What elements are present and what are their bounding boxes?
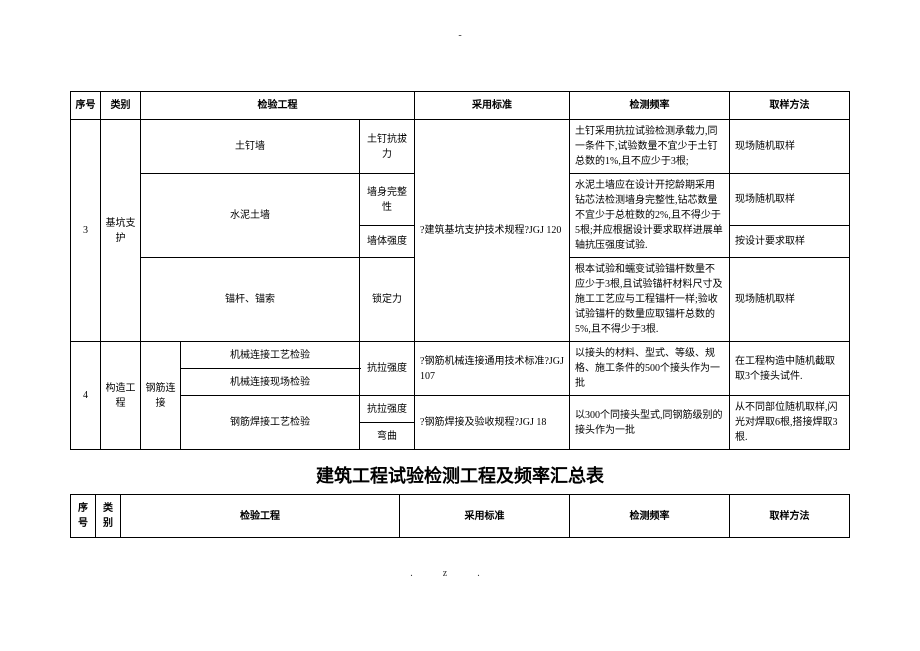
- main-table: 序号 类别 检验工程 采用标准 检测频率 取样方法 3 基坑支护 土钉墙 土钉抗…: [70, 91, 850, 450]
- cell-method: 在工程构造中随机截取取3个接头试件.: [730, 342, 850, 396]
- cell-standard: ?钢筋焊接及验收规程?JGJ 18: [415, 396, 570, 450]
- cell-method: 按设计要求取样: [730, 226, 850, 258]
- header-frequency: 检测频率: [570, 495, 730, 538]
- header-seq: 序号: [71, 495, 96, 538]
- cell-seq: 4: [71, 342, 101, 450]
- cell-method: 现场随机取样: [730, 258, 850, 342]
- header-project: 检验工程: [121, 495, 400, 538]
- header-method: 取样方法: [730, 92, 850, 120]
- cell-standard: ?钢筋机械连接通用技术标准?JGJ 107: [415, 342, 570, 396]
- header-standard: 采用标准: [415, 92, 570, 120]
- cell-item: 墙体强度: [360, 226, 415, 258]
- header-standard: 采用标准: [400, 495, 570, 538]
- table-row: 4 构造工程 钢筋连接 机械连接工艺检验 抗拉强度 ?钢筋机械连接通用技术标准?…: [71, 342, 850, 369]
- cell-freq: 根本试验和蠕变试验锚杆数量不应少于3根,且试验锚杆材料尺寸及施工工艺应与工程锚杆…: [570, 258, 730, 342]
- cell-proj2: 机械连接现场检验: [181, 369, 360, 396]
- cell-seq: 3: [71, 120, 101, 342]
- cell-item: 抗拉强度: [360, 342, 415, 396]
- cell-standard: ?建筑基坑支护技术规程?JGJ 120: [415, 120, 570, 342]
- cell-freq: 水泥土墙应在设计开挖龄期采用钻芯法检测墙身完整性,钻芯数量不宜少于总桩数的2%,…: [570, 174, 730, 258]
- cell-proj1: 钢筋连接: [141, 342, 181, 450]
- cell-item: 锁定力: [360, 258, 415, 342]
- header-seq: 序号: [71, 92, 101, 120]
- cell-item: 抗拉强度: [360, 396, 415, 423]
- table-header-row: 序号 类别 检验工程 采用标准 检测频率 取样方法: [71, 495, 850, 538]
- cell-category: 构造工程: [101, 342, 141, 450]
- header-category: 类别: [101, 92, 141, 120]
- header-frequency: 检测频率: [570, 92, 730, 120]
- cell-proj2: 钢筋焊接工艺检验: [181, 396, 360, 450]
- table-row: 3 基坑支护 土钉墙 土钉抗拔力 ?建筑基坑支护技术规程?JGJ 120 土钉采…: [71, 120, 850, 174]
- cell-freq: 土钉采用抗拉试验检测承载力,同一条件下,试验数量不宜少于土钉总数的1%,且不应少…: [570, 120, 730, 174]
- table-header-row: 序号 类别 检验工程 采用标准 检测频率 取样方法: [71, 92, 850, 120]
- cell-proj: 土钉墙: [141, 120, 360, 174]
- cell-category: 基坑支护: [101, 120, 141, 342]
- table-row: 钢筋焊接工艺检验 抗拉强度 ?钢筋焊接及验收规程?JGJ 18 以300个同接头…: [71, 396, 850, 423]
- cell-item: 土钉抗拔力: [360, 120, 415, 174]
- cell-freq: 以300个同接头型式,同钢筋级别的接头作为一批: [570, 396, 730, 450]
- cell-method: 现场随机取样: [730, 120, 850, 174]
- cell-item: 墙身完整性: [360, 174, 415, 226]
- page-top-marker: -: [70, 30, 850, 41]
- cell-freq: 以接头的材料、型式、等级、规格、施工条件的500个接头作为一批: [570, 342, 730, 396]
- header-project: 检验工程: [141, 92, 415, 120]
- second-table: 序号 类别 检验工程 采用标准 检测频率 取样方法: [70, 494, 850, 538]
- cell-proj: 锚杆、锚索: [141, 258, 360, 342]
- cell-method: 从不同部位随机取样,闪光对焊取6根,搭接焊取3根.: [730, 396, 850, 450]
- cell-proj2: 机械连接工艺检验: [181, 342, 360, 369]
- cell-item: 弯曲: [360, 423, 415, 450]
- page-footer-marker: .z.: [70, 568, 850, 579]
- section-title: 建筑工程试验检测工程及频率汇总表: [70, 462, 850, 488]
- cell-method: 现场随机取样: [730, 174, 850, 226]
- header-method: 取样方法: [730, 495, 850, 538]
- header-category: 类别: [96, 495, 121, 538]
- cell-proj: 水泥土墙: [141, 174, 360, 258]
